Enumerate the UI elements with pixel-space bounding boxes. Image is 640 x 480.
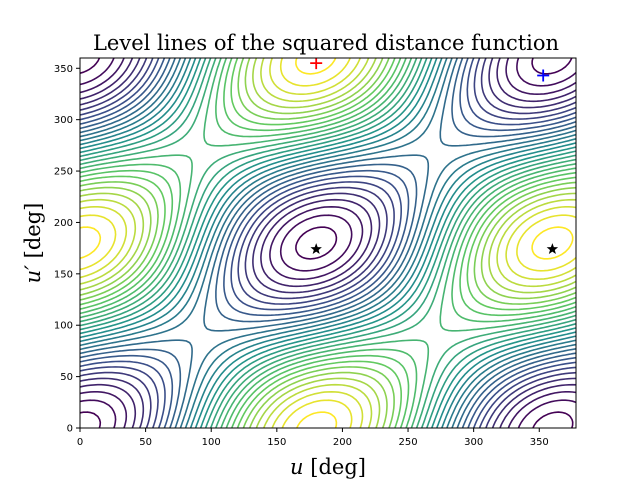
y-tick-label: 100 (54, 321, 73, 332)
x-axis-label: u [deg] (290, 455, 366, 479)
contour-level (80, 58, 576, 428)
marker-red-plus (310, 58, 323, 70)
y-axis-label-unit: [deg] (21, 203, 45, 265)
x-tick-label: 50 (139, 437, 152, 448)
marker-star-right (546, 243, 559, 255)
contour-level (80, 58, 576, 428)
x-tick-label: 250 (398, 437, 417, 448)
marker-layer (310, 58, 559, 255)
x-axis-ticks: 0 50 100 150 200 250 300 350 (77, 428, 549, 448)
contour-level (80, 58, 576, 428)
y-tick-label: 350 (54, 64, 73, 75)
y-tick-label: 300 (54, 115, 73, 126)
contour-level (80, 58, 576, 428)
y-tick-label: 50 (60, 372, 73, 383)
y-axis-ticks: 0 50 100 150 200 250 300 350 (54, 64, 80, 435)
contour-level (80, 58, 574, 428)
contour-level (80, 58, 576, 428)
contour-level (80, 58, 576, 428)
contour-level (80, 58, 576, 428)
contour-level (80, 58, 576, 428)
plot-frame (79, 57, 577, 429)
x-tick-label: 0 (77, 437, 83, 448)
contour-level (80, 58, 576, 428)
contour-lines (80, 58, 576, 428)
contour-level (80, 58, 576, 428)
y-tick-label: 0 (67, 424, 73, 435)
contour-level (80, 58, 576, 428)
contour-level (80, 58, 576, 428)
x-tick-label: 100 (202, 437, 221, 448)
contour-level (80, 58, 576, 428)
contour-level (80, 58, 576, 428)
x-axis-label-unit: [deg] (304, 455, 366, 479)
contour-level (80, 58, 574, 428)
contour-level (80, 58, 576, 428)
x-tick-label: 350 (530, 437, 549, 448)
x-axis-label-var: u (290, 455, 304, 479)
contour-level (80, 58, 576, 428)
y-tick-label: 250 (54, 167, 73, 178)
y-axis-label: u′ [deg] (21, 203, 45, 284)
marker-blue-plus (537, 69, 550, 82)
contour-level (80, 58, 576, 428)
contour-level (80, 58, 576, 428)
y-tick-label: 150 (54, 269, 73, 280)
contour-level (80, 58, 576, 428)
contour-level (80, 58, 576, 428)
contour-level (80, 58, 576, 428)
contour-level (80, 58, 576, 428)
chart-title: Level lines of the squared distance func… (93, 31, 559, 55)
contour-level (80, 58, 576, 428)
contour-level (80, 58, 576, 428)
y-tick-label: 200 (54, 218, 73, 229)
contour-level (80, 58, 576, 428)
contour-level (80, 58, 576, 428)
x-tick-label: 150 (267, 437, 286, 448)
y-axis-label-var: u′ (21, 265, 45, 284)
contour-level (80, 58, 576, 428)
marker-star-center (310, 243, 322, 255)
x-tick-label: 200 (333, 437, 352, 448)
x-tick-label: 300 (464, 437, 483, 448)
